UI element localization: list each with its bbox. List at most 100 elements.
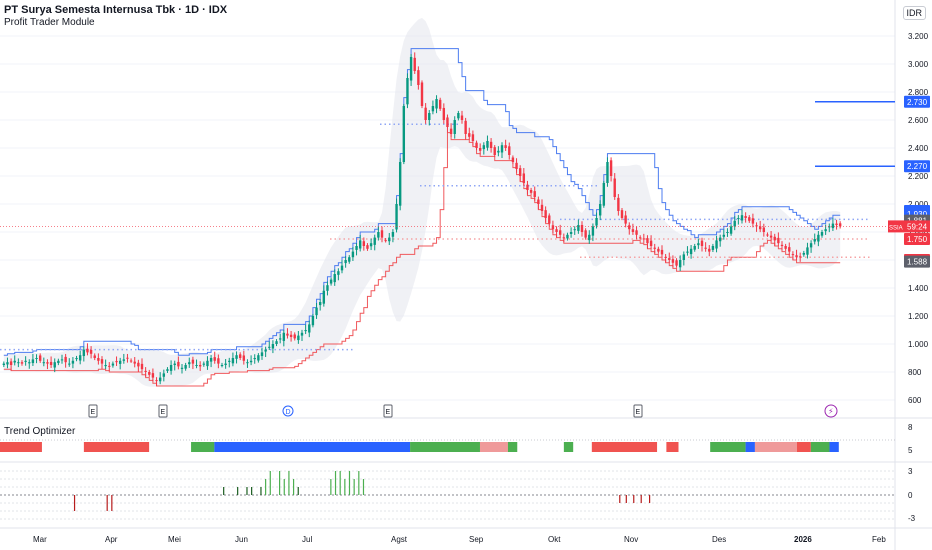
x-tick-label: Mar (33, 535, 47, 544)
candle-body (638, 237, 642, 239)
candle-body (231, 358, 235, 364)
candle-body (129, 360, 133, 362)
trend-segment (829, 442, 839, 452)
candle-body (540, 204, 544, 211)
candle-body (13, 360, 16, 363)
candle-body (177, 361, 180, 367)
candle-body (213, 357, 216, 361)
trend-segment (0, 442, 42, 452)
candle-body (777, 237, 780, 244)
candle-body (693, 246, 696, 250)
candle-body (300, 332, 304, 336)
candle-body (391, 232, 395, 237)
y-tick-label: 2.600 (908, 116, 929, 125)
trend-segment (710, 442, 746, 452)
trend-segment (666, 442, 679, 452)
candle-body (89, 349, 93, 354)
trend-segment (214, 442, 411, 452)
candle-body (209, 358, 213, 362)
trend-segment (810, 442, 830, 452)
trend-segment (563, 442, 574, 452)
candle-body (435, 99, 438, 109)
candle-body (369, 243, 373, 247)
pane2-tick: 8 (908, 423, 913, 432)
candle-body (631, 229, 635, 232)
candle-body (249, 360, 253, 363)
candle-body (668, 258, 671, 260)
x-tick-label: Nov (624, 535, 638, 544)
candle-body (577, 225, 580, 231)
candle-body (424, 107, 427, 120)
currency-badge[interactable]: IDR (902, 6, 926, 20)
candle-body (548, 215, 551, 224)
candle-body (489, 141, 493, 148)
countdown-bg (904, 220, 930, 233)
candle-body (504, 145, 507, 148)
candle-body (122, 359, 126, 361)
candle-body (791, 254, 795, 256)
x-tick-label: Sep (469, 535, 484, 544)
price-label-bg (904, 255, 930, 268)
trend-segment (479, 442, 508, 452)
candle-body (573, 229, 576, 231)
indicator-name: Profit Trader Module (4, 17, 95, 28)
candle-body (286, 333, 289, 336)
trend-segment (507, 442, 518, 452)
candle-body (584, 230, 587, 238)
candle-body (689, 248, 693, 255)
candle-body (20, 362, 24, 364)
candle-body (420, 82, 424, 106)
candle-body (609, 160, 613, 176)
candle-body (497, 150, 500, 153)
candle-body (620, 210, 624, 218)
candle-body (795, 255, 798, 258)
candle-body (380, 230, 384, 238)
y-tick-label: 2.400 (908, 144, 929, 153)
candle-body (246, 362, 249, 364)
candle-body (635, 230, 638, 235)
candle-body (522, 173, 526, 183)
candle-body (442, 107, 446, 120)
candle-body (235, 355, 238, 359)
candle-body (111, 363, 115, 366)
earnings-marker (383, 404, 393, 418)
price-label: 2.270 (907, 162, 928, 171)
candle-body (671, 259, 675, 263)
x-tick-label: Mei (168, 535, 181, 544)
candle-body (191, 359, 195, 364)
candle-body (468, 133, 471, 137)
candle-body (31, 359, 35, 364)
candle-body (180, 367, 184, 369)
candle-body (53, 362, 56, 368)
candle-body (260, 352, 264, 357)
candle-body (42, 362, 46, 364)
y-tick-label: 1.000 (908, 340, 929, 349)
candle-body (471, 134, 475, 141)
candle-body (64, 356, 67, 363)
earnings-marker (88, 404, 98, 418)
trend-segment (745, 442, 755, 452)
candle-body (686, 251, 689, 253)
candle-body (297, 335, 300, 341)
earnings-marker-label: E (161, 409, 166, 416)
candle-body (308, 324, 311, 333)
pane3-tick: -3 (908, 514, 916, 523)
y-tick-label: 2.200 (908, 172, 929, 181)
price-label: 1.930 (907, 210, 928, 219)
candle-body (358, 240, 362, 249)
candle-body (384, 240, 387, 242)
candle-body (446, 117, 449, 127)
candle-body (86, 348, 89, 353)
candle-body (184, 365, 187, 369)
candle-body (100, 359, 104, 364)
candle-body (362, 241, 366, 246)
candle-body (595, 218, 598, 226)
candle-body (6, 362, 9, 365)
candle-body (228, 360, 231, 362)
candle-body (820, 232, 824, 236)
candle-body (748, 217, 751, 221)
candle-body (817, 234, 820, 242)
dividend-marker-label: D (286, 409, 291, 416)
candle-body (417, 70, 420, 85)
